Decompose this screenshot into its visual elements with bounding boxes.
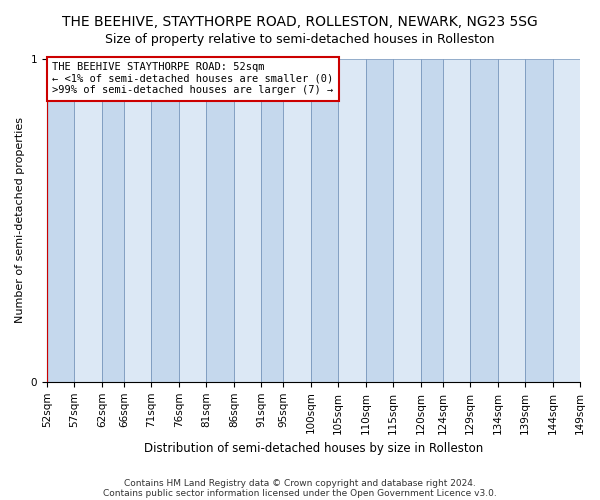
Text: Contains public sector information licensed under the Open Government Licence v3: Contains public sector information licen… xyxy=(103,488,497,498)
Bar xyxy=(124,59,151,382)
Bar xyxy=(179,59,206,382)
Text: THE BEEHIVE STAYTHORPE ROAD: 52sqm
← <1% of semi-detached houses are smaller (0): THE BEEHIVE STAYTHORPE ROAD: 52sqm ← <1%… xyxy=(52,62,334,96)
Bar xyxy=(338,59,365,382)
Bar xyxy=(261,59,283,382)
Bar xyxy=(365,59,393,382)
Bar xyxy=(283,59,311,382)
Bar xyxy=(393,59,421,382)
Bar xyxy=(443,59,470,382)
Bar xyxy=(102,59,124,382)
Bar xyxy=(421,59,443,382)
Text: Size of property relative to semi-detached houses in Rolleston: Size of property relative to semi-detach… xyxy=(105,32,495,46)
Bar xyxy=(553,59,580,382)
Bar xyxy=(74,59,102,382)
Bar xyxy=(47,59,74,382)
Bar xyxy=(206,59,234,382)
Text: THE BEEHIVE, STAYTHORPE ROAD, ROLLESTON, NEWARK, NG23 5SG: THE BEEHIVE, STAYTHORPE ROAD, ROLLESTON,… xyxy=(62,15,538,29)
X-axis label: Distribution of semi-detached houses by size in Rolleston: Distribution of semi-detached houses by … xyxy=(144,442,483,455)
Bar xyxy=(234,59,261,382)
Bar xyxy=(311,59,338,382)
Text: Contains HM Land Registry data © Crown copyright and database right 2024.: Contains HM Land Registry data © Crown c… xyxy=(124,478,476,488)
Bar xyxy=(151,59,179,382)
Y-axis label: Number of semi-detached properties: Number of semi-detached properties xyxy=(15,118,25,324)
Bar xyxy=(497,59,525,382)
Bar xyxy=(525,59,553,382)
Bar xyxy=(470,59,497,382)
